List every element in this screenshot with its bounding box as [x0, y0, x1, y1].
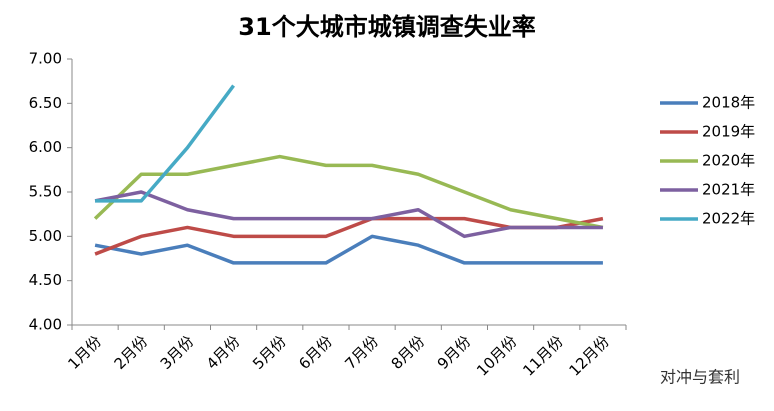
series-line [95, 84, 235, 203]
legend-label: 2020年 [702, 152, 755, 170]
watermark: 对冲与套利 [660, 368, 740, 387]
y-tick-label: 7.00 [29, 50, 62, 68]
y-tick-label: 6.00 [29, 138, 62, 156]
legend-label: 2018年 [702, 94, 755, 112]
y-tick-label: 4.00 [29, 316, 62, 334]
legend-label: 2021年 [702, 181, 755, 199]
y-tick-label: 5.00 [29, 227, 62, 245]
y-tick-label: 6.50 [29, 94, 62, 112]
legend-label: 2022年 [702, 210, 755, 228]
y-tick-label: 4.50 [29, 271, 62, 289]
series-line [93, 154, 604, 230]
legend-label: 2019年 [702, 123, 755, 141]
y-tick-label: 5.50 [29, 183, 62, 201]
series-line [94, 190, 603, 239]
chart-title: 31个大城市城镇调查失业率 [238, 13, 535, 41]
series-line [94, 234, 603, 265]
